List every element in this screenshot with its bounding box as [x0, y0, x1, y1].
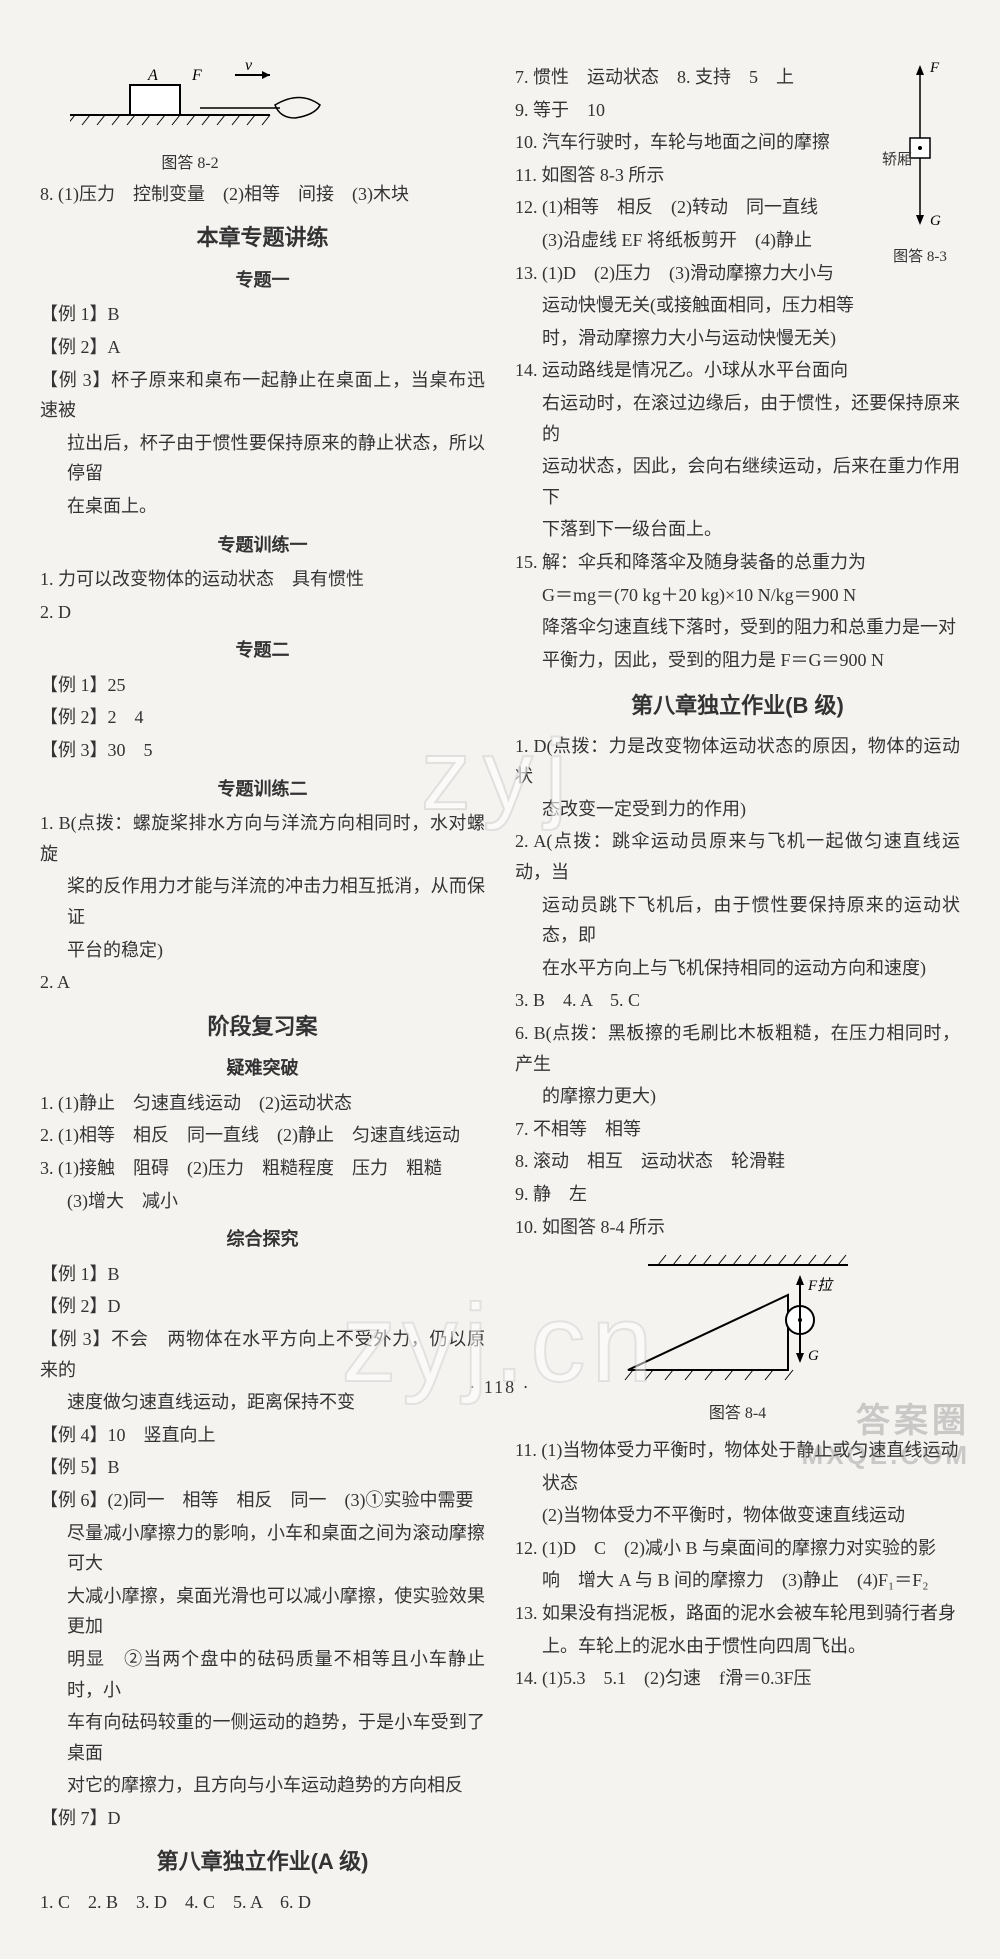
yn2: 2. (1)相等 相反 同一直线 (2)静止 匀速直线运动: [40, 1120, 485, 1151]
b8: 8. 滚动 相互 运动状态 轮滑鞋: [515, 1146, 960, 1177]
yn1: 1. (1)静止 匀速直线运动 (2)运动状态: [40, 1088, 485, 1119]
ex1-3b: 拉出后，杯子由于惯性要保持原来的静止状态，所以停留: [40, 428, 485, 489]
topic-2-title: 专题二: [40, 635, 485, 666]
t1-2: 2. D: [40, 597, 485, 628]
yn3a: 3. (1)接触 阻碍 (2)压力 粗糙程度 压力 粗糙: [40, 1153, 485, 1184]
ex2-2: 【例 2】2 4: [40, 702, 485, 733]
figure-8-3: F G 轿厢 图答 8-3: [880, 60, 960, 250]
b9: 9. 静 左: [515, 1179, 960, 1210]
watermark-mxqe: MXQE.COM: [802, 1433, 970, 1477]
b345: 3. B 4. A 5. C: [515, 985, 960, 1016]
zh6e: 车有向砝码较重的一侧运动的趋势，于是小车受到了桌面: [40, 1707, 485, 1768]
b1b: 态改变一定受到力的作用): [515, 794, 960, 825]
ex1-3a: 【例 3】杯子原来和桌布一起静止在桌面上，当桌布迅速被: [40, 365, 485, 426]
svg-text:A: A: [147, 67, 158, 84]
heading-chapter-topic: 本章专题讲练: [40, 219, 485, 256]
b13b: 上。车轮上的泥水由于惯性向四周飞出。: [515, 1631, 960, 1662]
ex2-3: 【例 3】30 5: [40, 735, 485, 766]
zh6d: 明显 ②当两个盘中的砝码质量不相等且小车静止时，小: [40, 1644, 485, 1705]
b6b: 的摩擦力更大): [515, 1081, 960, 1112]
svg-text:F拉: F拉: [807, 1277, 834, 1294]
t2-1c: 平台的稳定): [40, 935, 485, 966]
zh6b: 尽量减小摩擦力的影响，小车和桌面之间为滚动摩擦可大: [40, 1518, 485, 1579]
heading-ch8-b: 第八章独立作业(B 级): [515, 687, 960, 724]
fig-8-2-caption: 图答 8-2: [90, 150, 290, 177]
t2-1a: 1. B(点拨：螺旋桨排水方向与洋流方向相同时，水对螺旋: [40, 808, 485, 869]
b7: 7. 不相等 相等: [515, 1114, 960, 1145]
r-q14d: 下落到下一级台面上。: [515, 514, 960, 545]
topic-2-train-title: 专题训练二: [40, 774, 485, 805]
zh6c: 大减小摩擦，桌面光滑也可以减小摩擦，使实验效果更加: [40, 1581, 485, 1642]
r-q15a: 15. 解：伞兵和降落伞及随身装备的总重力为: [515, 547, 960, 578]
b6a: 6. B(点拨：黑板擦的毛刷比木板粗糙，在压力相同时，产生: [515, 1018, 960, 1079]
fig-8-3-caption: 图答 8-3: [880, 245, 960, 271]
r-q14b: 右运动时，在滚过边缘后，由于惯性，还要保持原来的: [515, 388, 960, 449]
b2b: 运动员跳下飞机后，由于惯性要保持原来的运动状态，即: [515, 890, 960, 951]
ex2-1: 【例 1】25: [40, 670, 485, 701]
topic-1-title: 专题一: [40, 265, 485, 296]
zh7: 【例 7】D: [40, 1803, 485, 1834]
ch8a-line: 1. C 2. B 3. D 4. C 5. A 6. D: [40, 1887, 485, 1918]
r-q15c: 降落伞匀速直线下落时，受到的阻力和总重力是一对: [515, 612, 960, 643]
b1a: 1. D(点拨：力是改变物体运动状态的原因，物体的运动状: [515, 731, 960, 792]
b14: 14. (1)5.3 5.1 (2)匀速 f滑＝0.3F压: [515, 1663, 960, 1694]
ex1-3c: 在桌面上。: [40, 491, 485, 522]
zh1: 【例 1】B: [40, 1259, 485, 1290]
r-q14a: 14. 运动路线是情况乙。小球从水平台面向: [515, 355, 960, 386]
topic-1-train-title: 专题训练一: [40, 530, 485, 561]
b13a: 13. 如果没有挡泥板，路面的泥水会被车轮甩到骑行者身: [515, 1598, 960, 1629]
zh5: 【例 5】B: [40, 1452, 485, 1483]
svg-text:G: G: [808, 1348, 819, 1364]
ex1-2: 【例 2】A: [40, 332, 485, 363]
t2-2: 2. A: [40, 967, 485, 998]
yn3b: (3)增大 减小: [40, 1186, 485, 1217]
b11c: (2)当物体受力不平衡时，物体做变速直线运动: [515, 1500, 960, 1531]
right-column: F G 轿厢 图答 8-3 7. 惯性 运动状态 8. 支持 5 上 9. 等于…: [515, 60, 960, 1919]
figure-8-2: A F v 图答 8-2: [40, 60, 485, 177]
b2a: 2. A(点拨：跳伞运动员原来与飞机一起做匀速直线运动，当: [515, 826, 960, 887]
r-q14c: 运动状态，因此，会向右继续运动，后来在重力作用下: [515, 451, 960, 512]
zh2: 【例 2】D: [40, 1291, 485, 1322]
svg-text:G: G: [930, 213, 941, 229]
heading-ch8-a: 第八章独立作业(A 级): [40, 1843, 485, 1880]
ex1-1: 【例 1】B: [40, 299, 485, 330]
b12b: 响 增大 A 与 B 间的摩擦力 (3)静止 (4)F₁＝F₂: [515, 1565, 960, 1596]
heading-stage-review: 阶段复习案: [40, 1008, 485, 1045]
r-q13b: 运动快慢无关(或接触面相同，压力相等: [515, 290, 960, 321]
zh6a: 【例 6】(2)同一 相等 相反 同一 (3)①实验中需要: [40, 1485, 485, 1516]
t1-1: 1. 力可以改变物体的运动状态 具有惯性: [40, 564, 485, 595]
b10: 10. 如图答 8-4 所示: [515, 1212, 960, 1243]
b12a: 12. (1)D C (2)减小 B 与桌面间的摩擦力对实验的影: [515, 1533, 960, 1564]
q8: 8. (1)压力 控制变量 (2)相等 间接 (3)木块: [40, 179, 485, 210]
zh6f: 对它的摩擦力，且方向与小车运动趋势的方向相反: [40, 1770, 485, 1801]
zh4: 【例 4】10 竖直向上: [40, 1420, 485, 1451]
r-q15d: 平衡力，因此，受到的阻力是 F＝G＝900 N: [515, 645, 960, 676]
svg-text:F: F: [191, 67, 202, 84]
difficult-title: 疑难突破: [40, 1053, 485, 1084]
left-column: A F v 图答 8-2 8. (1)压力 控制变量 (2)相等 间接 (3)木…: [40, 60, 485, 1919]
r-q15b: G＝mg＝(70 kg＋20 kg)×10 N/kg＝900 N: [515, 580, 960, 611]
svg-text:F: F: [929, 60, 940, 76]
comprehensive-title: 综合探究: [40, 1224, 485, 1255]
t2-1b: 桨的反作用力才能与洋流的冲击力相互抵消，从而保证: [40, 871, 485, 932]
svg-text:v: v: [245, 60, 253, 74]
b2c: 在水平方向上与飞机保持相同的运动方向和速度): [515, 953, 960, 984]
r-q13c: 时，滑动摩擦力大小与运动快慢无关): [515, 323, 960, 354]
page-number: · 118 ·: [0, 1372, 1000, 1403]
